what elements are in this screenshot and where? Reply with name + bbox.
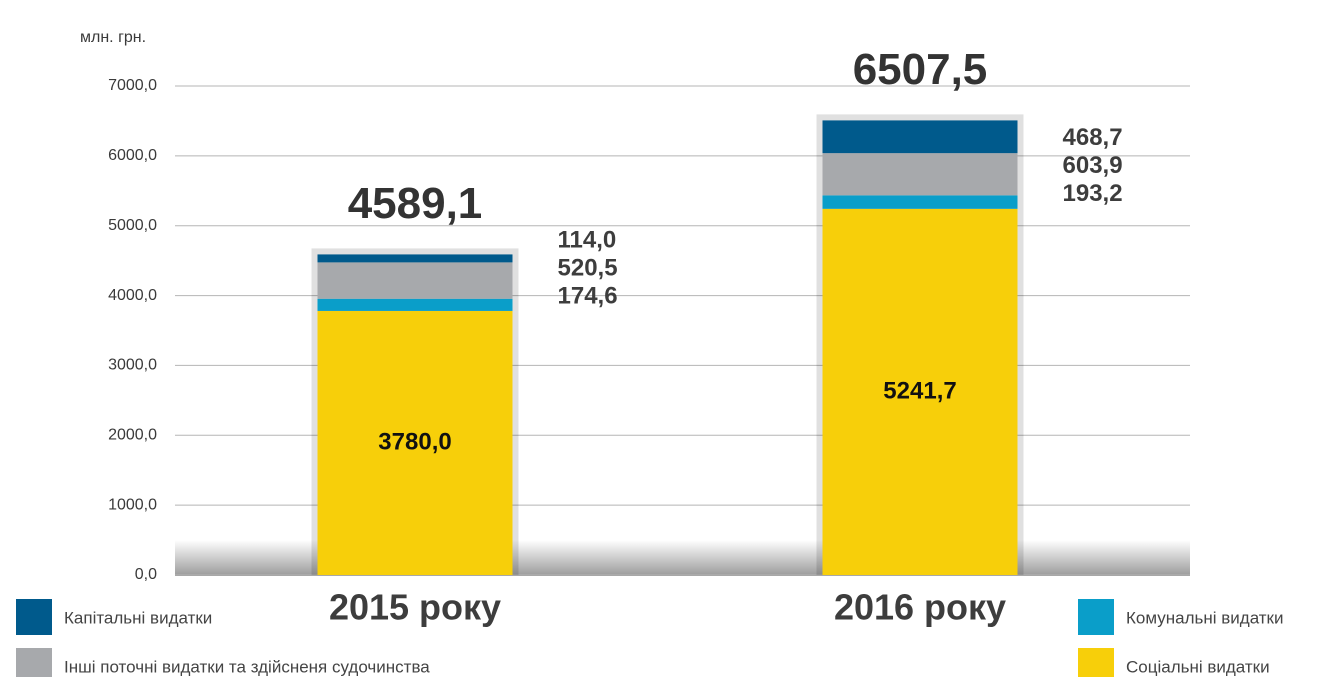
legend-label: Соціальні видатки	[1126, 657, 1270, 676]
legend-label: Інші поточні видатки та здійсненя судочи…	[64, 657, 430, 676]
legend-swatch	[16, 599, 52, 635]
y-tick-label: 1000,0	[108, 496, 157, 513]
y-tick-label: 5000,0	[108, 217, 157, 234]
x-tick-label: 2016 року	[834, 587, 1006, 628]
y-tick-label: 3000,0	[108, 357, 157, 374]
bar-segment	[317, 254, 513, 263]
legend-label: Комунальні видатки	[1126, 608, 1284, 627]
value-label: 603,9	[1063, 152, 1123, 179]
value-label: 3780,0	[378, 428, 451, 455]
bar-segment	[822, 195, 1018, 209]
bar-segment	[317, 310, 513, 575]
x-tick-label: 2015 року	[329, 587, 501, 628]
value-label: 114,0	[558, 226, 617, 253]
value-label: 5241,7	[883, 377, 956, 404]
y-tick-label: 7000,0	[108, 77, 157, 94]
value-label: 193,2	[1063, 180, 1123, 207]
total-label: 4589,1	[348, 179, 483, 228]
bar-segment	[822, 120, 1018, 154]
value-label: 520,5	[558, 254, 618, 281]
y-tick-label: 4000,0	[108, 287, 157, 304]
legend-swatch	[16, 648, 52, 677]
legend-label: Капітальні видатки	[64, 608, 212, 627]
bar-segment	[317, 298, 513, 311]
value-label: 468,7	[1063, 124, 1123, 151]
y-tick-label: 2000,0	[108, 427, 157, 444]
bar-segment	[822, 153, 1018, 196]
y-tick-label: 6000,0	[108, 147, 157, 164]
value-label: 174,6	[558, 282, 618, 309]
bar-segment	[317, 262, 513, 299]
legend-swatch	[1078, 648, 1114, 677]
unit-label: млн. грн.	[80, 29, 146, 46]
legend-swatch	[1078, 599, 1114, 635]
y-tick-label: 0,0	[135, 566, 157, 583]
bar-segment	[822, 208, 1018, 575]
total-label: 6507,5	[853, 45, 988, 94]
